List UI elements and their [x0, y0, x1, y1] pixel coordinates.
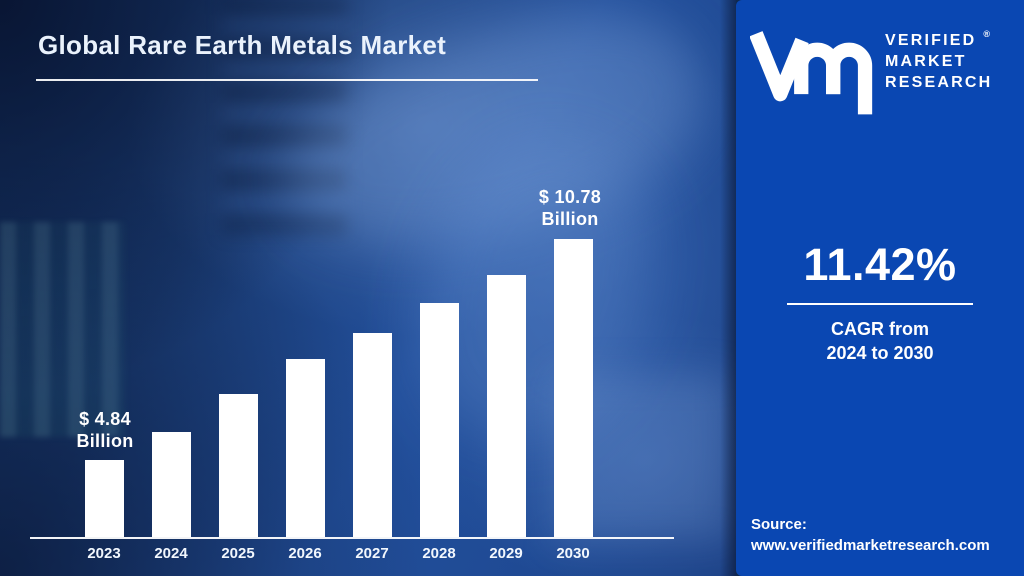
- last-bar-value-line2: Billion: [541, 209, 599, 229]
- x-axis-line: [30, 537, 674, 539]
- source-url: www.verifiedmarketresearch.com: [751, 537, 990, 554]
- chart-section: Global Rare Earth Metals Market $ 4.84 B…: [0, 0, 736, 576]
- first-bar-value-line2: Billion: [76, 431, 134, 451]
- logo-line-verified: VERIFIED ®: [885, 29, 991, 49]
- axis-tick-label: 2023: [87, 545, 121, 562]
- page-title: Global Rare Earth Metals Market: [38, 30, 447, 60]
- axis-tick-label: 2030: [556, 545, 590, 562]
- first-bar-value-label: $ 4.84 Billion: [40, 408, 170, 452]
- last-bar-value-line1: $ 10.78: [538, 187, 602, 207]
- info-panel: VERIFIED ® MARKET RESEARCH 11.42% CAGR fr…: [736, 0, 1024, 576]
- cagr-block: 11.42% CAGR from 2024 to 2030: [736, 239, 1024, 366]
- logo-line-market: MARKET: [885, 53, 967, 71]
- cagr-caption-line1: CAGR from: [831, 319, 929, 339]
- axis-tick-label: 2026: [288, 545, 322, 562]
- source-label: Source:: [751, 516, 807, 533]
- chart-bar: [419, 303, 459, 537]
- cagr-caption: CAGR from 2024 to 2030: [736, 317, 1024, 366]
- axis-tick-label: 2027: [355, 545, 389, 562]
- first-bar-value-line1: $ 4.84: [79, 409, 131, 429]
- chart-bar: [486, 275, 526, 537]
- axis-tick-label: 2029: [489, 545, 523, 562]
- bar-chart: $ 4.84 Billion $ 10.78 Billion 2023 2024 2…: [30, 186, 674, 562]
- cagr-caption-line2: 2024 to 2030: [826, 343, 934, 364]
- brand-logo-text: VERIFIED ® MARKET RESEARCH: [885, 22, 992, 93]
- chart-bar: [84, 460, 124, 537]
- logo-line-research: RESEARCH: [885, 74, 993, 92]
- title-underline: [36, 79, 538, 81]
- cagr-divider: [787, 303, 973, 305]
- chart-bar: [285, 359, 325, 537]
- source-block: Source: www.verifiedmarketresearch.com: [751, 514, 990, 556]
- axis-tick-label: 2024: [154, 545, 188, 562]
- brand-logo: VERIFIED ® MARKET RESEARCH: [750, 22, 992, 116]
- vmr-monogram-icon: [750, 31, 873, 115]
- cagr-value: 11.42%: [803, 239, 957, 290]
- last-bar-value-label: $ 10.78 Billion: [505, 186, 635, 230]
- registered-trademark-icon: ®: [983, 29, 991, 39]
- chart-bar: [218, 394, 258, 537]
- chart-bar: [151, 432, 191, 537]
- chart-bar: [553, 239, 593, 537]
- axis-tick-label: 2025: [221, 545, 255, 562]
- axis-tick-label: 2028: [422, 545, 456, 562]
- chart-bar: [352, 333, 392, 537]
